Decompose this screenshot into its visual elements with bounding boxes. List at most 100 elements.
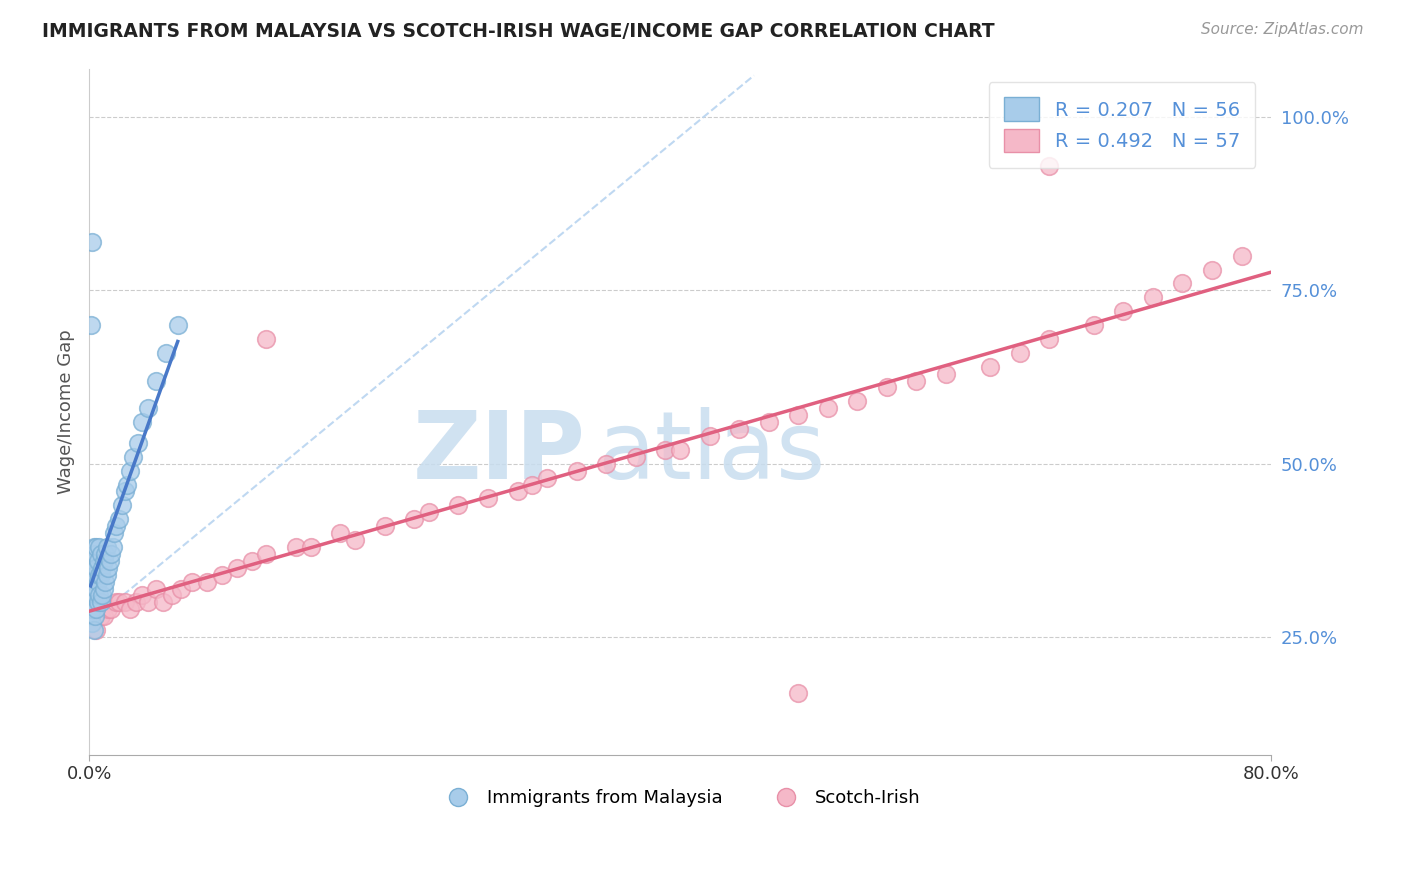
Point xyxy=(89,567,111,582)
Point xyxy=(83,560,105,574)
Point xyxy=(104,595,127,609)
Point xyxy=(79,595,101,609)
Point xyxy=(86,582,108,596)
Point xyxy=(83,595,105,609)
Point xyxy=(145,582,167,596)
Point xyxy=(96,540,118,554)
Point xyxy=(344,533,367,547)
Point xyxy=(1171,277,1194,291)
Point xyxy=(110,498,132,512)
Point xyxy=(84,547,107,561)
Point xyxy=(86,540,108,554)
Point xyxy=(96,567,118,582)
Point xyxy=(136,595,159,609)
Point xyxy=(131,415,153,429)
Point xyxy=(114,484,136,499)
Point xyxy=(152,595,174,609)
Point xyxy=(97,602,120,616)
Point xyxy=(80,235,103,249)
Point xyxy=(181,574,204,589)
Point xyxy=(170,582,193,596)
Point xyxy=(83,540,105,554)
Point xyxy=(624,450,647,464)
Point xyxy=(1112,304,1135,318)
Point xyxy=(114,595,136,609)
Point xyxy=(699,429,721,443)
Point xyxy=(91,589,114,603)
Point xyxy=(100,602,122,616)
Point xyxy=(522,477,544,491)
Point xyxy=(93,554,115,568)
Point xyxy=(787,408,810,422)
Point xyxy=(79,318,101,332)
Point xyxy=(90,609,112,624)
Point xyxy=(145,374,167,388)
Point xyxy=(935,367,957,381)
Point xyxy=(83,574,105,589)
Point xyxy=(329,526,352,541)
Point xyxy=(127,436,149,450)
Point xyxy=(101,540,124,554)
Point xyxy=(846,394,869,409)
Point xyxy=(100,547,122,561)
Text: atlas: atlas xyxy=(598,407,825,499)
Point xyxy=(1008,345,1031,359)
Point xyxy=(87,554,110,568)
Point xyxy=(758,415,780,429)
Point xyxy=(905,374,928,388)
Point xyxy=(80,602,103,616)
Legend: Immigrants from Malaysia, Scotch-Irish: Immigrants from Malaysia, Scotch-Irish xyxy=(433,782,928,814)
Point xyxy=(80,589,103,603)
Point xyxy=(91,560,114,574)
Point xyxy=(136,401,159,416)
Text: IMMIGRANTS FROM MALAYSIA VS SCOTCH-IRISH WAGE/INCOME GAP CORRELATION CHART: IMMIGRANTS FROM MALAYSIA VS SCOTCH-IRISH… xyxy=(42,22,995,41)
Point xyxy=(93,609,115,624)
Text: Source: ZipAtlas.com: Source: ZipAtlas.com xyxy=(1201,22,1364,37)
Point xyxy=(447,498,470,512)
Point xyxy=(595,457,617,471)
Point xyxy=(1038,332,1060,346)
Point xyxy=(107,595,129,609)
Point xyxy=(87,595,110,609)
Point xyxy=(83,623,105,637)
Point xyxy=(506,484,529,499)
Point xyxy=(79,609,101,624)
Point xyxy=(536,470,558,484)
Point xyxy=(225,560,247,574)
Point xyxy=(120,464,142,478)
Point xyxy=(90,595,112,609)
Point xyxy=(1142,290,1164,304)
Point xyxy=(103,526,125,541)
Point xyxy=(477,491,499,506)
Point xyxy=(90,547,112,561)
Point xyxy=(654,442,676,457)
Point xyxy=(86,560,108,574)
Point xyxy=(86,623,108,637)
Point xyxy=(1038,159,1060,173)
Point xyxy=(1083,318,1105,332)
Point xyxy=(89,589,111,603)
Point xyxy=(728,422,751,436)
Point xyxy=(195,574,218,589)
Point xyxy=(1230,249,1253,263)
Point xyxy=(254,332,277,346)
Point xyxy=(125,595,148,609)
Point xyxy=(84,567,107,582)
Point xyxy=(98,554,121,568)
Point xyxy=(131,589,153,603)
Point xyxy=(160,589,183,603)
Point xyxy=(404,512,426,526)
Point xyxy=(1201,262,1223,277)
Point xyxy=(94,574,117,589)
Point xyxy=(418,505,440,519)
Point xyxy=(94,547,117,561)
Point xyxy=(979,359,1001,374)
Y-axis label: Wage/Income Gap: Wage/Income Gap xyxy=(58,329,75,494)
Point xyxy=(240,554,263,568)
Point xyxy=(87,574,110,589)
Point xyxy=(86,602,108,616)
Point xyxy=(80,567,103,582)
Point xyxy=(284,540,307,554)
Text: ZIP: ZIP xyxy=(412,407,585,499)
Point xyxy=(84,609,107,624)
